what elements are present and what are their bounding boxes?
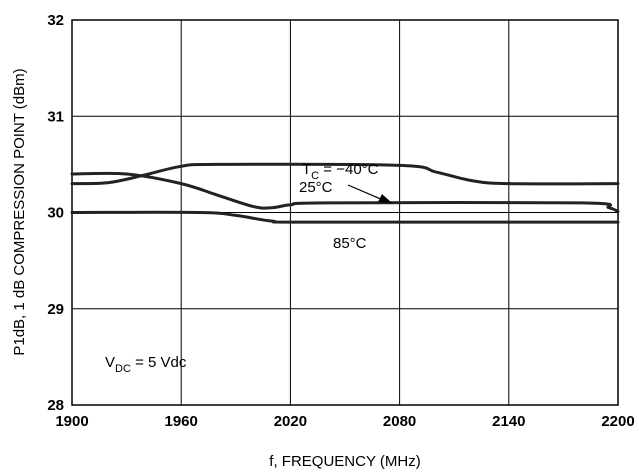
y-axis-title: P1dB, 1 dB COMPRESSION POINT (dBm) <box>11 68 28 355</box>
label-tc-main: T <box>302 161 311 178</box>
x-tick-label: 2020 <box>274 413 307 430</box>
y-tick-label: 32 <box>47 12 64 29</box>
y-tick-label: 30 <box>47 205 64 222</box>
label-tc-minus40: TC = −40°C <box>302 161 379 182</box>
tick-labels: 1900 1960 2020 2080 2140 2200 28 29 30 31 32 <box>47 12 634 430</box>
label-vdc-main: V <box>105 354 115 371</box>
y-tick-label: 29 <box>47 301 64 318</box>
series-line-25c <box>70 171 620 214</box>
label-tc-sub: C <box>311 170 319 182</box>
series-line-85c <box>70 210 620 224</box>
x-tick-label: 1960 <box>165 413 198 430</box>
label-vdc: VDC = 5 Vdc <box>105 354 187 375</box>
x-tick-label: 1900 <box>55 413 88 430</box>
x-tick-label: 2080 <box>383 413 416 430</box>
arrow-25c <box>347 184 392 203</box>
label-85c: 85°C <box>333 235 367 252</box>
label-vdc-sub: DC <box>115 363 131 375</box>
y-tick-label: 28 <box>47 397 64 414</box>
label-25c: 25°C <box>299 179 333 196</box>
x-axis-title: f, FREQUENCY (MHz) <box>269 453 420 470</box>
y-tick-label: 31 <box>47 108 64 125</box>
label-tc-rest: = −40°C <box>319 161 379 178</box>
label-vdc-rest: = 5 Vdc <box>131 354 187 371</box>
x-tick-label: 2200 <box>601 413 634 430</box>
x-tick-label: 2140 <box>492 413 525 430</box>
series-layer <box>70 162 620 224</box>
series-line-minus40c <box>70 162 620 186</box>
